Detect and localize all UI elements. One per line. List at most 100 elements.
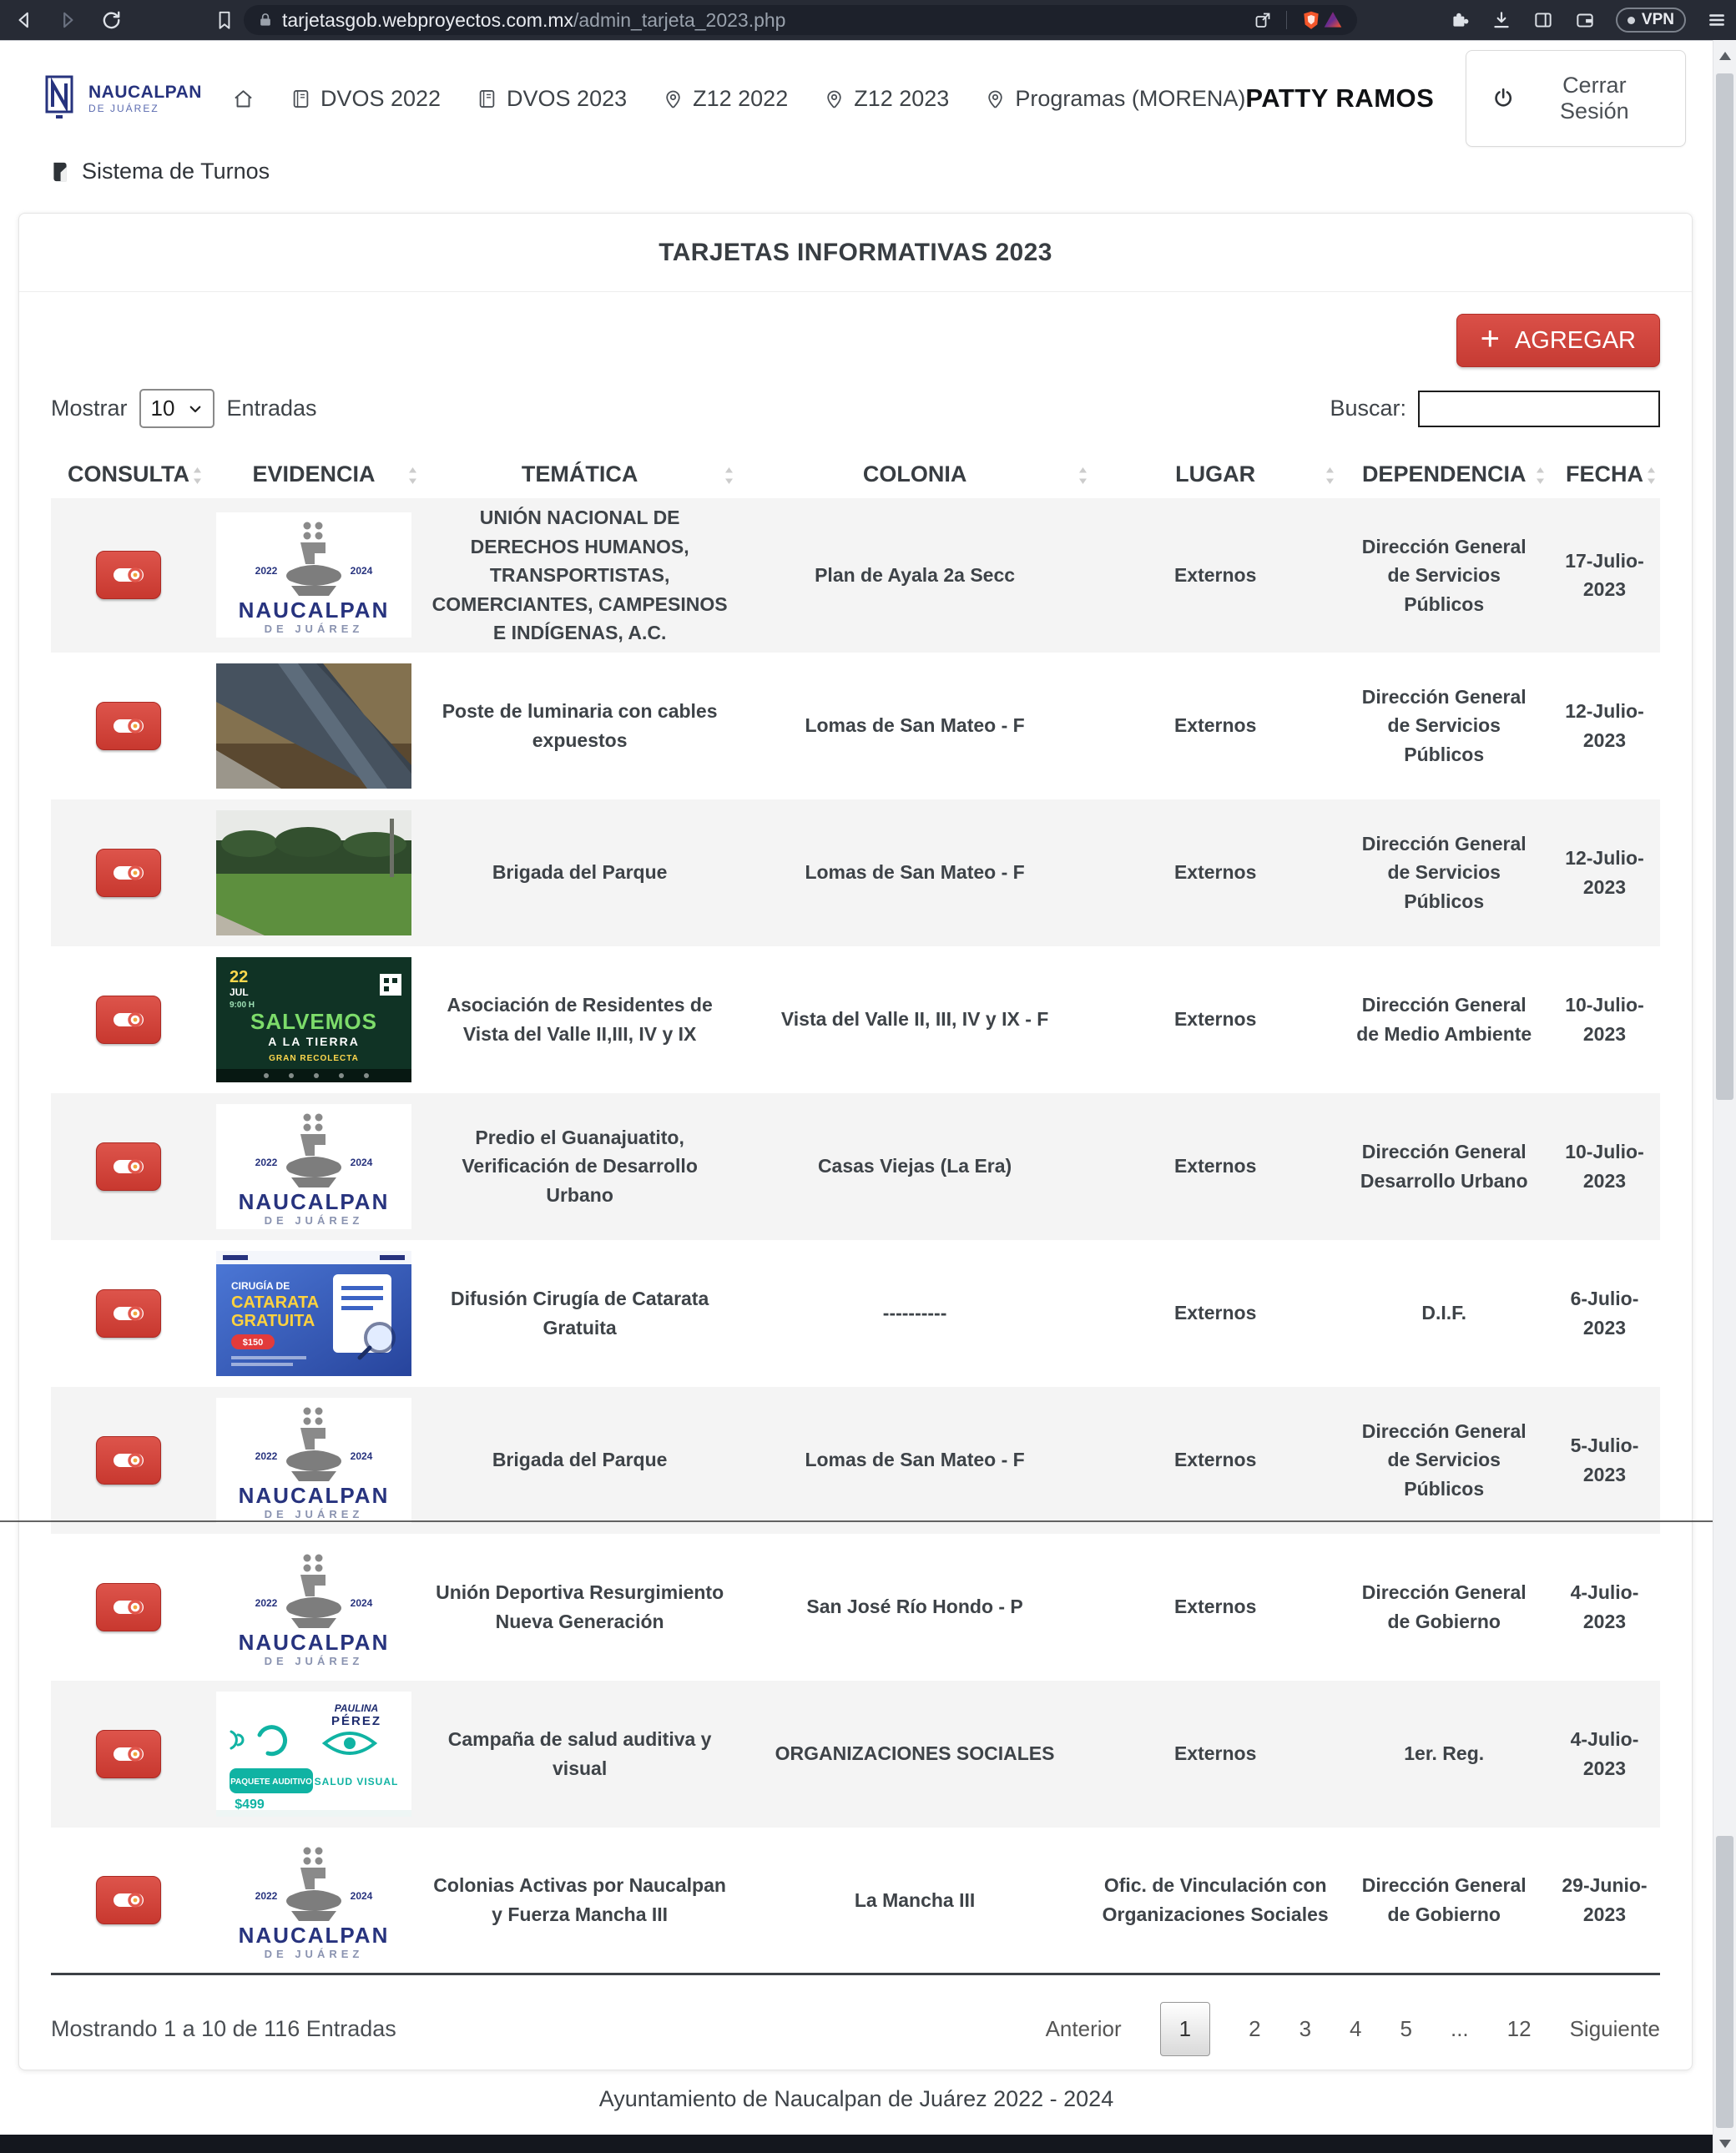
consulta-button[interactable] — [95, 551, 161, 600]
tematica-cell: Predio el Guanajuatito, Verificación de … — [462, 1126, 698, 1206]
colonia-cell: Vista del Valle II, III, IV y IX - F — [780, 1008, 1049, 1031]
fecha-cell: 12-Julio-2023 — [1565, 700, 1644, 751]
svg-text:2024: 2024 — [351, 1157, 373, 1168]
column-label: CONSULTA — [68, 461, 189, 487]
table-row: Brigada del Parque Lomas de San Mateo - F… — [51, 799, 1660, 946]
lugar-cell: Externos — [1173, 1596, 1257, 1618]
svg-text:2022: 2022 — [255, 1890, 278, 1902]
consulta-button[interactable] — [95, 1142, 161, 1191]
dependencia-cell: D.I.F. — [1421, 1302, 1467, 1324]
nav-item-z12-2022[interactable]: Z12 2022 — [662, 86, 788, 112]
scroll-down-arrow-icon[interactable] — [1719, 2140, 1731, 2148]
entries-select[interactable]: 10 — [139, 389, 215, 428]
svg-text:NAUCALPAN: NAUCALPAN — [239, 1483, 390, 1508]
brand-logo[interactable]: NAUCALPAN DE JUÁREZ — [45, 75, 202, 122]
colonia-cell: ORGANIZACIONES SOCIALES — [775, 1742, 1055, 1765]
consulta-cell — [51, 1240, 206, 1387]
lugar-cell: Externos — [1173, 861, 1257, 884]
menu-icon[interactable] — [1706, 9, 1728, 31]
download-icon[interactable] — [1491, 9, 1512, 31]
eye-icon — [112, 1596, 145, 1619]
forward-icon[interactable] — [57, 9, 78, 31]
scroll-up-arrow-icon[interactable] — [1719, 52, 1731, 60]
bookmark-icon[interactable] — [214, 9, 235, 31]
extensions-icon[interactable] — [1449, 9, 1471, 31]
eye-icon — [112, 1155, 145, 1178]
sidebar-icon[interactable] — [1532, 9, 1554, 31]
share-icon[interactable] — [1253, 10, 1273, 30]
page-button-3[interactable]: 3 — [1299, 2016, 1312, 2041]
eye-icon — [112, 1302, 145, 1325]
search-label: Buscar: — [1330, 396, 1406, 421]
page-button-4[interactable]: 4 — [1350, 2016, 1362, 2041]
tematica-cell: UNIÓN NACIONAL DE DERECHOS HUMANOS, TRAN… — [431, 507, 728, 643]
logout-label: Cerrar Sesión — [1560, 73, 1629, 124]
evidencia-cell: 2022 2024 NAUCALPAN DE JUÁREZ — [206, 1828, 421, 1974]
sidebar-item-sistema-turnos[interactable]: Sistema de Turnos — [48, 159, 270, 184]
vertical-scrollbar[interactable] — [1713, 40, 1736, 2153]
consulta-button[interactable] — [95, 1435, 161, 1485]
wallet-icon[interactable] — [1574, 9, 1596, 31]
page-button-5[interactable]: 5 — [1400, 2016, 1412, 2041]
nav-item-dvos-2023[interactable]: DVOS 2023 — [476, 86, 627, 112]
evidence-thumbnail-naucalpan-logo: 2022 2024 NAUCALPAN DE JUÁREZ — [215, 512, 411, 638]
nav-item-z12-2023[interactable]: Z12 2023 — [823, 86, 949, 112]
consulta-button[interactable] — [95, 995, 161, 1044]
svg-text:DE JUÁREZ: DE JUÁREZ — [265, 623, 364, 635]
nav-item-programas-morena[interactable]: Programas (MORENA) — [984, 86, 1245, 112]
consulta-button[interactable] — [95, 1288, 161, 1338]
column-header-tem-tica[interactable]: TEMÁTICA — [421, 450, 738, 498]
vpn-button[interactable]: VPN — [1615, 8, 1686, 33]
consulta-button[interactable] — [95, 1875, 161, 1924]
scrollbar-thumb[interactable] — [1716, 73, 1733, 1100]
dependencia-cell: Dirección General de Servicios Públicos — [1361, 685, 1527, 765]
page-button-1[interactable]: 1 — [1159, 2002, 1211, 2056]
nav-item-label: DVOS 2023 — [507, 85, 628, 111]
svg-text:NAUCALPAN: NAUCALPAN — [239, 1630, 390, 1655]
fecha-cell: 5-Julio-2023 — [1570, 1434, 1639, 1485]
sort-icon — [192, 465, 203, 484]
reload-icon[interactable] — [100, 9, 122, 31]
show-label: Mostrar — [51, 396, 128, 421]
lugar-cell: Ofic. de Vinculación con Organizaciones … — [1102, 1874, 1329, 1925]
search-input[interactable] — [1418, 390, 1660, 427]
fecha-cell: 10-Julio-2023 — [1565, 1141, 1644, 1192]
page-button-12[interactable]: 12 — [1506, 2016, 1532, 2041]
column-header-dependencia[interactable]: DEPENDENCIA — [1339, 450, 1548, 498]
fecha-cell: 4-Julio-2023 — [1570, 1728, 1639, 1779]
evidence-thumbnail-photo-park — [215, 809, 411, 935]
back-icon[interactable] — [13, 9, 35, 31]
brave-shield-icon[interactable] — [1300, 9, 1322, 31]
column-header-evidencia[interactable]: EVIDENCIA — [206, 450, 421, 498]
logout-button[interactable]: Cerrar Sesión — [1466, 50, 1686, 147]
agregar-button[interactable]: + AGREGAR — [1456, 314, 1660, 367]
consulta-button[interactable] — [95, 1729, 161, 1778]
scrollbar-thumb[interactable] — [1716, 1836, 1733, 2128]
browser-toolbar: tarjetasgob.webproyectos.com.mx/admin_ta… — [0, 0, 1736, 40]
address-bar[interactable]: tarjetasgob.webproyectos.com.mx/admin_ta… — [244, 5, 1357, 35]
column-header-lugar[interactable]: LUGAR — [1092, 450, 1340, 498]
dependencia-cell: Dirección General de Medio Ambiente — [1356, 994, 1532, 1045]
bat-icon[interactable] — [1322, 9, 1344, 31]
prev-page-button[interactable]: Anterior — [1045, 2016, 1122, 2041]
brand-subtitle: DE JUÁREZ — [88, 103, 159, 114]
svg-text:NAUCALPAN: NAUCALPAN — [239, 1923, 390, 1948]
column-header-colonia[interactable]: COLONIA — [738, 450, 1092, 498]
consulta-cell — [51, 1534, 206, 1681]
page-button-2[interactable]: 2 — [1249, 2016, 1261, 2041]
svg-text:$150: $150 — [243, 1338, 263, 1348]
consulta-button[interactable] — [95, 1582, 161, 1631]
column-header-fecha[interactable]: FECHA — [1549, 450, 1660, 498]
entries-value: 10 — [150, 396, 175, 421]
consulta-button[interactable] — [95, 848, 161, 897]
pagination-ellipsis: ... — [1450, 2016, 1469, 2041]
consulta-button[interactable] — [95, 701, 161, 750]
lugar-cell: Externos — [1173, 1302, 1257, 1324]
nav-item-dvos-2022[interactable]: DVOS 2022 — [290, 86, 441, 112]
next-page-button[interactable]: Siguiente — [1569, 2016, 1660, 2041]
nav-item-home[interactable] — [232, 88, 255, 110]
column-header-consulta[interactable]: CONSULTA — [51, 450, 206, 498]
dependencia-cell: Dirección General Desarrollo Urbano — [1360, 1141, 1528, 1192]
power-icon — [1495, 88, 1512, 107]
svg-text:9:00 H: 9:00 H — [230, 1001, 255, 1010]
